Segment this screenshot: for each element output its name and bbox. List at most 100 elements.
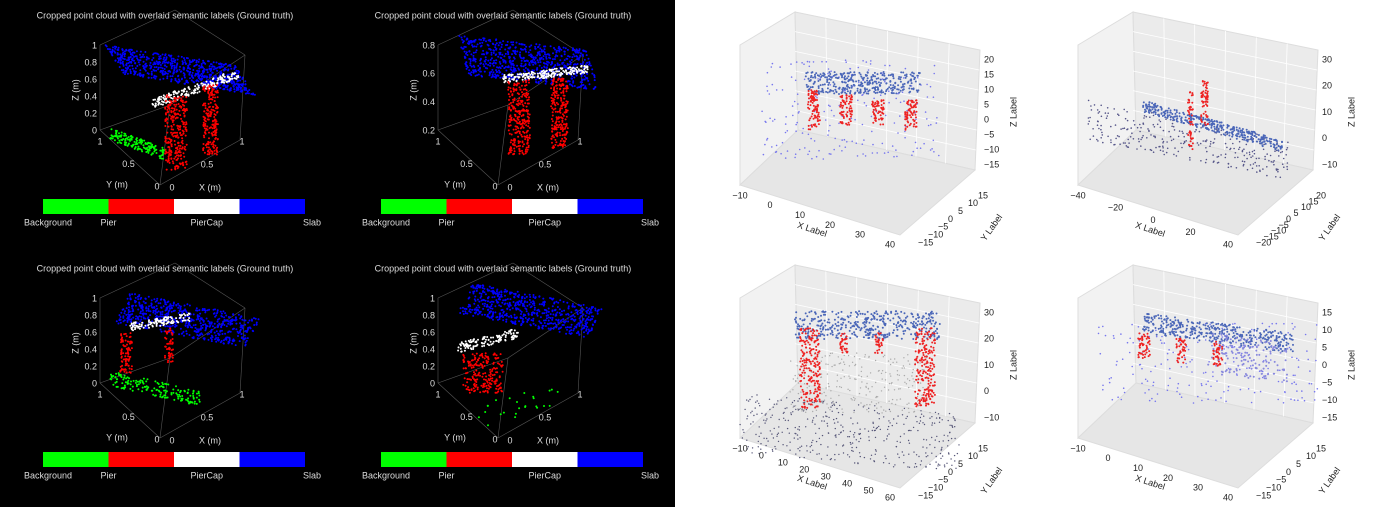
- point: [564, 59, 566, 61]
- point: [166, 319, 168, 321]
- point: [491, 296, 493, 298]
- point: [508, 78, 510, 80]
- point: [521, 43, 523, 45]
- point: [462, 307, 464, 309]
- point: [510, 64, 512, 66]
- point: [476, 378, 478, 380]
- point: [472, 46, 474, 48]
- point: [167, 360, 169, 362]
- point: [163, 57, 165, 59]
- point: [225, 81, 227, 83]
- point: [502, 371, 504, 373]
- point: [118, 58, 120, 60]
- point: [159, 391, 161, 393]
- point: [533, 312, 535, 314]
- point: [131, 307, 133, 309]
- point: [527, 125, 529, 127]
- point: [193, 313, 195, 315]
- point: [183, 310, 185, 312]
- point: [591, 68, 593, 70]
- point: [207, 110, 209, 112]
- point: [143, 147, 145, 149]
- point: [166, 348, 168, 350]
- point: [539, 44, 541, 46]
- point: [527, 68, 529, 70]
- point: [478, 357, 480, 359]
- point: [495, 69, 497, 71]
- point: [125, 345, 127, 347]
- colorbar-segment: [381, 452, 447, 467]
- point: [180, 163, 182, 165]
- point: [556, 102, 558, 104]
- point: [464, 63, 466, 65]
- point: [255, 318, 257, 320]
- point: [549, 405, 551, 407]
- point: [144, 51, 146, 53]
- point: [478, 301, 480, 303]
- point: [166, 56, 168, 58]
- point: [254, 94, 256, 96]
- point: [187, 65, 189, 67]
- point: [206, 143, 208, 145]
- point: [169, 148, 171, 150]
- point: [539, 72, 541, 74]
- point: [252, 330, 254, 332]
- point: [185, 161, 187, 163]
- point: [541, 67, 543, 69]
- point: [493, 62, 495, 64]
- point: [227, 75, 229, 77]
- point: [217, 325, 219, 327]
- point: [174, 78, 176, 80]
- point: [499, 42, 501, 44]
- point: [562, 62, 564, 64]
- point: [579, 318, 581, 320]
- point: [179, 80, 181, 82]
- point: [481, 300, 483, 302]
- point: [570, 63, 572, 65]
- point: [507, 52, 509, 54]
- point: [182, 96, 184, 98]
- point: [476, 49, 478, 51]
- point: [189, 63, 191, 65]
- point: [477, 365, 479, 367]
- x-label: X (m): [537, 182, 559, 192]
- point: [129, 140, 131, 142]
- point: [164, 68, 166, 70]
- point: [122, 308, 124, 310]
- point: [166, 109, 168, 111]
- point: [489, 40, 491, 42]
- point: [128, 319, 130, 321]
- point: [559, 308, 561, 310]
- point: [217, 309, 219, 311]
- point: [172, 111, 174, 113]
- point: [549, 57, 551, 59]
- point: [527, 313, 529, 315]
- point: [176, 69, 178, 71]
- point: [508, 57, 510, 59]
- point: [587, 80, 589, 82]
- point: [173, 399, 175, 401]
- point: [126, 344, 128, 346]
- point: [166, 75, 168, 77]
- colorbar-segment: [578, 199, 644, 214]
- point: [463, 313, 465, 315]
- point: [496, 71, 498, 73]
- point: [556, 128, 558, 130]
- point: [500, 305, 502, 307]
- point: [199, 401, 201, 403]
- point: [206, 75, 208, 77]
- point: [532, 300, 534, 302]
- point: [157, 53, 159, 55]
- point: [217, 80, 219, 82]
- point: [580, 73, 582, 75]
- point: [470, 74, 472, 76]
- point: [563, 98, 565, 100]
- point: [482, 338, 484, 340]
- point: [142, 387, 144, 389]
- point: [554, 103, 556, 105]
- point: [555, 301, 557, 303]
- point: [515, 70, 517, 72]
- point: [241, 84, 243, 86]
- point: [182, 133, 184, 135]
- point: [209, 322, 211, 324]
